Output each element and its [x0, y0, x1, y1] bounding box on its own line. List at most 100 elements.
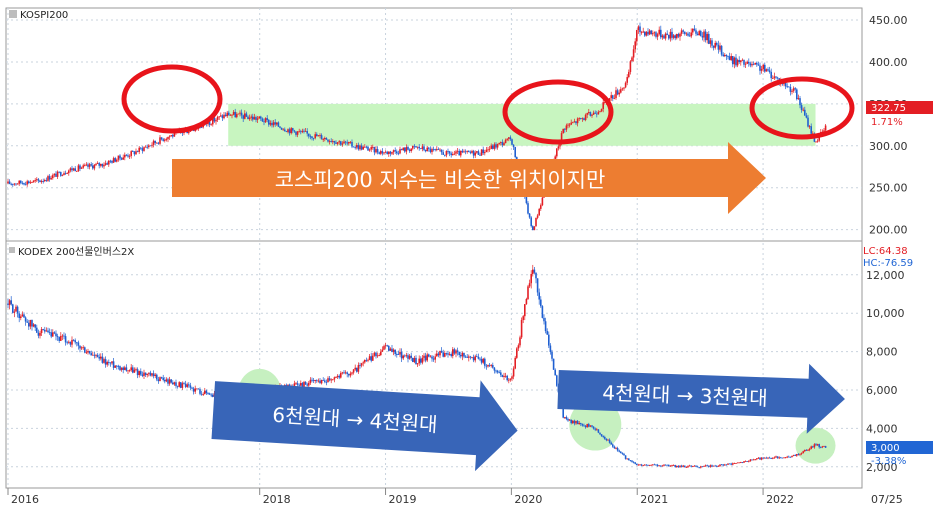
inverse-candle: [632, 461, 635, 463]
kospi-candle: [194, 129, 196, 131]
inverse-candle: [439, 350, 441, 356]
inverse-candle: [464, 356, 467, 358]
inverse-candle: [45, 330, 48, 332]
kospi-candle: [680, 30, 683, 34]
inverse-candle: [600, 434, 603, 437]
kospi-candle: [320, 135, 323, 140]
kospi-candle: [540, 205, 542, 209]
kospi-candle: [514, 147, 516, 158]
inverse-candle: [309, 379, 312, 383]
inverse-candle: [815, 444, 817, 446]
kospi-candle: [135, 151, 137, 155]
kospi-candle: [146, 146, 148, 148]
kospi-candle: [460, 150, 462, 156]
inverse-candle: [207, 393, 209, 394]
kospi-candle: [144, 146, 147, 148]
kospi-candle: [583, 118, 585, 121]
kospi-candle: [220, 115, 222, 117]
inverse-candle: [791, 455, 793, 457]
inverse-candle: [648, 464, 651, 466]
inverse-candle: [170, 379, 172, 383]
kospi-candle: [284, 129, 286, 132]
inverse-candle: [349, 373, 352, 376]
kospi-candle: [788, 86, 790, 88]
inverse-candle: [149, 372, 152, 376]
inverse-candle: [373, 352, 376, 356]
kospi-candle: [340, 141, 342, 145]
inverse-candle: [76, 342, 78, 344]
inverse-candle: [104, 359, 107, 365]
inverse-candle: [624, 455, 627, 459]
kospi-candle: [444, 154, 446, 156]
bottom-y-tick-label: 10,000: [866, 307, 905, 320]
kospi-candle: [236, 114, 238, 118]
inverse-candle: [72, 339, 75, 341]
kospi-candle: [476, 151, 478, 153]
kospi-candle: [61, 175, 64, 176]
inverse-candle: [396, 354, 398, 355]
inverse-candle: [768, 457, 771, 459]
kospi-candle: [192, 130, 195, 131]
kospi-candle: [508, 137, 510, 139]
kospi-candle: [309, 136, 312, 138]
inverse-candle: [714, 465, 716, 467]
kospi-candle: [503, 143, 505, 146]
inverse-candle: [314, 379, 316, 381]
kospi-candle: [117, 155, 120, 160]
inverse-candle: [741, 462, 744, 463]
inverse-candle: [162, 377, 164, 380]
inverse-candle: [778, 457, 780, 459]
inverse-candle: [514, 357, 516, 369]
inverse-candle: [348, 374, 350, 376]
kospi-candle: [735, 57, 737, 66]
kospi-candle: [348, 142, 350, 144]
kospi-candle: [463, 151, 465, 153]
kospi-candle: [328, 141, 331, 142]
bottom-last-price: 3,000: [871, 443, 900, 454]
kospi-candle: [66, 173, 68, 174]
inverse-candle: [151, 373, 153, 376]
inverse-candle: [520, 319, 523, 338]
kospi-candle: [760, 68, 763, 71]
kospi-candle: [528, 213, 531, 218]
kospi-candle: [226, 112, 228, 117]
inverse-candle: [391, 348, 393, 352]
inverse-candle: [610, 442, 612, 445]
top-y-tick-label: 450.00: [869, 14, 908, 27]
inverse-candle: [460, 354, 462, 357]
inverse-candle: [210, 394, 212, 396]
kospi-candle: [768, 70, 771, 72]
kospi-candle: [53, 173, 56, 176]
kospi-candle: [7, 181, 9, 184]
kospi-candle: [586, 113, 588, 115]
kospi-candle: [677, 34, 680, 37]
inverse-candle: [476, 356, 478, 358]
inverse-candle: [119, 366, 121, 370]
inverse-candle: [112, 361, 115, 368]
kospi-candle: [389, 151, 392, 154]
inverse-candle: [181, 383, 184, 388]
kospi-candle: [216, 116, 219, 120]
kospi-candle: [232, 111, 235, 115]
kospi-candle: [415, 146, 417, 148]
kospi-candle: [823, 130, 825, 132]
kospi-candle: [402, 147, 404, 151]
kospi-candle: [317, 135, 320, 137]
kospi-candle: [96, 163, 99, 164]
inverse-candle: [576, 420, 579, 425]
kospi-candle: [653, 32, 656, 34]
kospi-candle: [676, 34, 678, 39]
kospi-candle: [741, 59, 744, 61]
kospi-candle: [124, 154, 126, 158]
kospi-candle: [29, 182, 32, 184]
kospi-candle: [376, 149, 379, 153]
inverse-candle: [690, 465, 692, 467]
inverse-candle: [783, 457, 785, 459]
bottom-y-tick-label: 12,000: [866, 269, 905, 282]
kospi-candle: [247, 116, 249, 120]
inverse-candle: [684, 465, 686, 468]
inverse-candle: [440, 350, 443, 353]
inverse-candle: [10, 300, 12, 305]
kospi-candle: [439, 149, 441, 151]
inverse-candle: [39, 332, 41, 336]
